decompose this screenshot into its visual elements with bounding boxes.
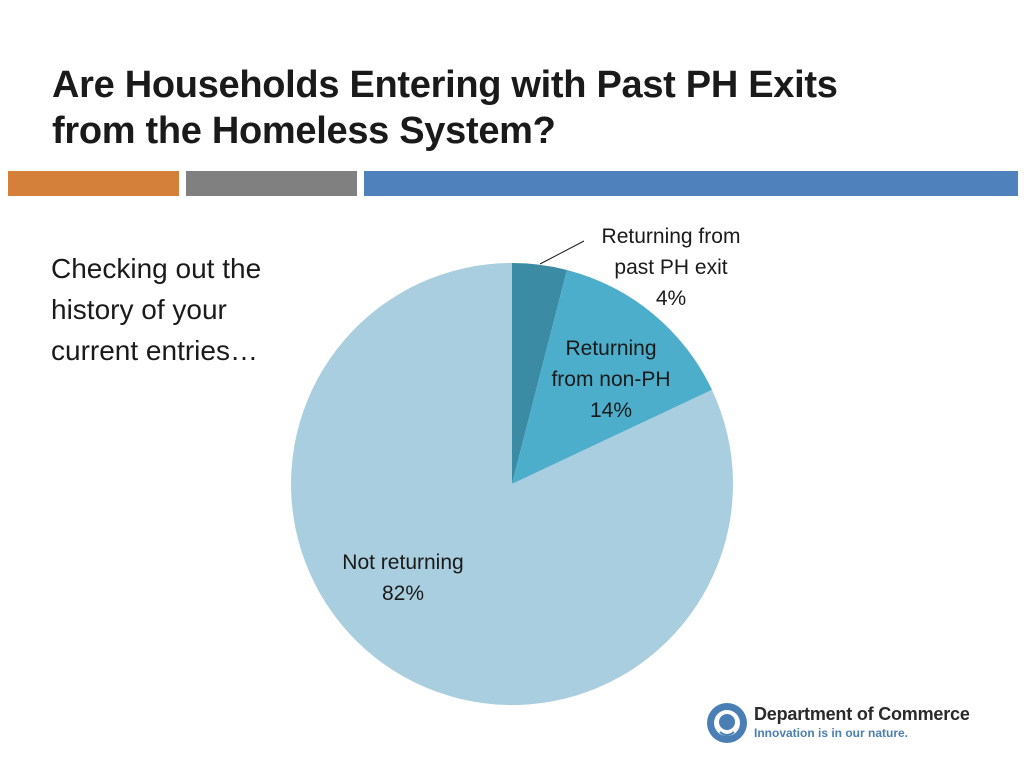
pie-slice-not-returning xyxy=(291,263,734,706)
pie-slice-past-ph xyxy=(512,263,567,484)
body-line: current entries… xyxy=(51,335,258,366)
pie-slice-non-ph xyxy=(512,269,712,484)
data-label-value: 4% xyxy=(655,287,687,310)
body-line: Checking out the xyxy=(51,253,262,284)
data-label-value: 14% xyxy=(589,399,633,422)
slide-title: Are Households Entering with Past PH Exi… xyxy=(52,62,952,154)
accent-rule-blue xyxy=(364,171,1018,196)
logo-name: Department of Commerce xyxy=(754,704,970,724)
accent-rule-orange xyxy=(8,171,179,196)
data-label-line: Returning from xyxy=(601,225,741,248)
data-label-line: Returning xyxy=(565,337,657,360)
washington-seal-icon xyxy=(707,703,747,743)
data-label-line: Not returning xyxy=(342,551,464,574)
data-label-past-ph: Returning from past PH exit 4% xyxy=(585,221,757,314)
leader-line xyxy=(539,240,585,265)
data-label-non-ph: Returning from non-PH 14% xyxy=(535,333,687,426)
data-label-line: from non-PH xyxy=(551,368,671,391)
logo-tagline: Innovation is in our nature. xyxy=(754,726,909,740)
data-label-line: past PH exit xyxy=(614,256,728,279)
body-text: Checking out the history of your current… xyxy=(51,248,301,371)
pie-slices xyxy=(291,263,734,706)
body-line: history of your xyxy=(51,294,227,325)
title-line: Are Households Entering with Past PH Exi… xyxy=(52,64,838,106)
accent-rule-gray xyxy=(186,171,357,196)
data-label-value: 82% xyxy=(381,582,425,605)
commerce-logo: Department of Commerce Innovation is in … xyxy=(706,700,1006,746)
data-label-not-returning: Not returning 82% xyxy=(318,547,488,609)
title-line: from the Homeless System? xyxy=(52,110,556,152)
